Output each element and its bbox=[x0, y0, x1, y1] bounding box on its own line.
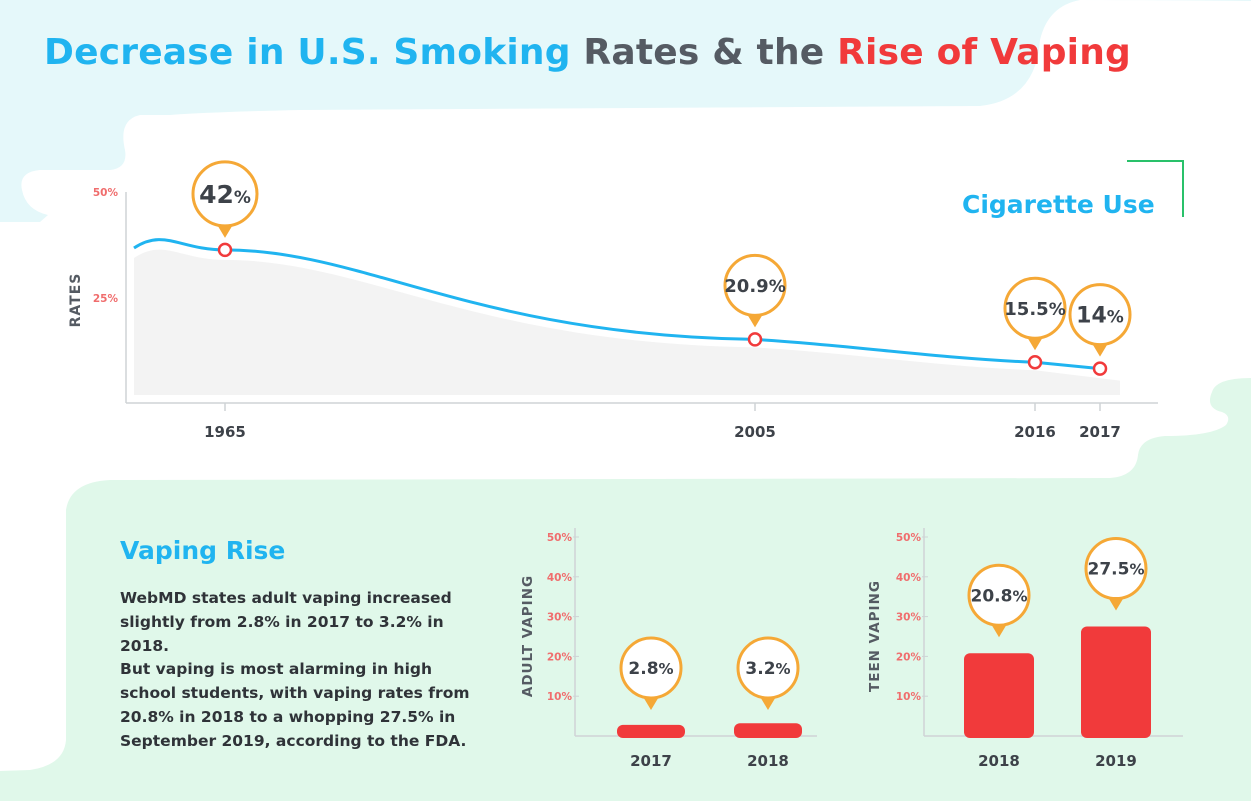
line-value-label: 20.9% bbox=[724, 276, 785, 297]
adult-callout-0: 2.8% bbox=[619, 636, 683, 710]
teen-ytick: 10% bbox=[896, 691, 922, 703]
teen-callout-0: 20.8% bbox=[967, 563, 1031, 638]
line-area-fill bbox=[134, 249, 1120, 395]
line-point bbox=[747, 332, 763, 347]
title-part-vaping: Rise of Vaping bbox=[837, 32, 1131, 73]
cigarette-line-chart: 50% 25% RATES 1965 42% 2005 20.9% 2016 15.5% 2… bbox=[68, 160, 1158, 441]
title-part-smoking: Decrease in U.S. Smoking bbox=[44, 32, 571, 73]
bottom-blob bbox=[0, 378, 1251, 801]
line-callout-0: 42% bbox=[191, 160, 259, 238]
cigarette-use-label: Cigarette Use bbox=[962, 190, 1155, 219]
teen-value-label: 20.8% bbox=[971, 586, 1028, 606]
vaping-paragraph-teen: But vaping is most alarming in high scho… bbox=[120, 660, 470, 750]
teen-callout-bubble bbox=[967, 563, 1031, 627]
adult-bar bbox=[734, 723, 802, 738]
teen-vaping-chart: TEEN VAPING 50% 40% 30% 20% 10% 2018 20.8% 201… bbox=[867, 528, 1183, 770]
page-title: Decrease in U.S. Smoking Rates & the Ris… bbox=[44, 32, 1131, 73]
line-callout-bubble bbox=[1068, 283, 1132, 347]
teen-ytick: 30% bbox=[896, 612, 922, 624]
line-value-label: 42% bbox=[199, 180, 251, 209]
teen-ytick: 50% bbox=[896, 532, 922, 544]
vaping-paragraph-adult: WebMD states adult vaping increased slig… bbox=[120, 589, 452, 655]
teen-ytick: 20% bbox=[896, 651, 922, 663]
line-ytick-25: 25% bbox=[93, 293, 119, 305]
adult-callout-bubble bbox=[736, 636, 800, 700]
vaping-rise-title: Vaping Rise bbox=[120, 536, 286, 565]
line-ytick-50: 50% bbox=[93, 187, 119, 199]
adult-ytick: 50% bbox=[547, 532, 573, 544]
title-part-rates: Rates & the bbox=[570, 32, 838, 73]
line-point bbox=[217, 242, 233, 258]
adult-x-label: 2018 bbox=[747, 752, 789, 770]
adult-ytick: 10% bbox=[547, 691, 573, 703]
adult-callout-bubble bbox=[619, 636, 683, 700]
teen-x-label: 2019 bbox=[1095, 752, 1137, 770]
teen-bar bbox=[1081, 626, 1151, 738]
teen-callout-1: 27.5% bbox=[1084, 537, 1148, 611]
adult-vaping-chart: ADULT VAPING 50% 40% 30% 20% 10% 2017 2.8% 201… bbox=[520, 528, 817, 770]
teen-value-label: 27.5% bbox=[1088, 560, 1145, 580]
adult-x-label: 2017 bbox=[630, 752, 672, 770]
cigarette-line bbox=[133, 238, 1101, 371]
line-point bbox=[1027, 355, 1043, 370]
line-callout-1: 20.9% bbox=[723, 253, 787, 328]
line-callout-3: 14% bbox=[1068, 283, 1132, 357]
line-x-label: 2017 bbox=[1079, 423, 1121, 441]
adult-callout-1: 3.2% bbox=[736, 636, 800, 710]
line-x-label: 2005 bbox=[734, 423, 776, 441]
teen-bar bbox=[964, 653, 1034, 738]
line-x-label: 1965 bbox=[204, 423, 246, 441]
teen-y-label: TEEN VAPING bbox=[867, 580, 883, 692]
teen-x-label: 2018 bbox=[978, 752, 1020, 770]
adult-ytick: 20% bbox=[547, 651, 573, 663]
line-value-label: 15.5% bbox=[1004, 299, 1065, 320]
adult-ytick: 40% bbox=[547, 572, 573, 584]
line-callout-bubble bbox=[1003, 276, 1067, 340]
adult-value-label: 3.2% bbox=[745, 659, 790, 679]
line-point bbox=[1092, 361, 1108, 376]
line-x-label: 2016 bbox=[1014, 423, 1056, 441]
adult-ytick: 30% bbox=[547, 612, 573, 624]
line-callout-2: 15.5% bbox=[1003, 276, 1067, 351]
adult-y-label: ADULT VAPING bbox=[520, 575, 536, 697]
teen-callout-bubble bbox=[1084, 537, 1148, 601]
line-y-label: RATES bbox=[68, 273, 84, 328]
adult-bar bbox=[617, 724, 685, 738]
top-blob bbox=[0, 0, 1251, 222]
corner-bracket bbox=[1127, 160, 1184, 217]
line-callout-bubble bbox=[191, 160, 259, 228]
teen-ytick: 40% bbox=[896, 572, 922, 584]
line-callout-bubble bbox=[723, 253, 787, 317]
adult-value-label: 2.8% bbox=[628, 659, 673, 679]
line-value-label: 14% bbox=[1076, 304, 1124, 329]
